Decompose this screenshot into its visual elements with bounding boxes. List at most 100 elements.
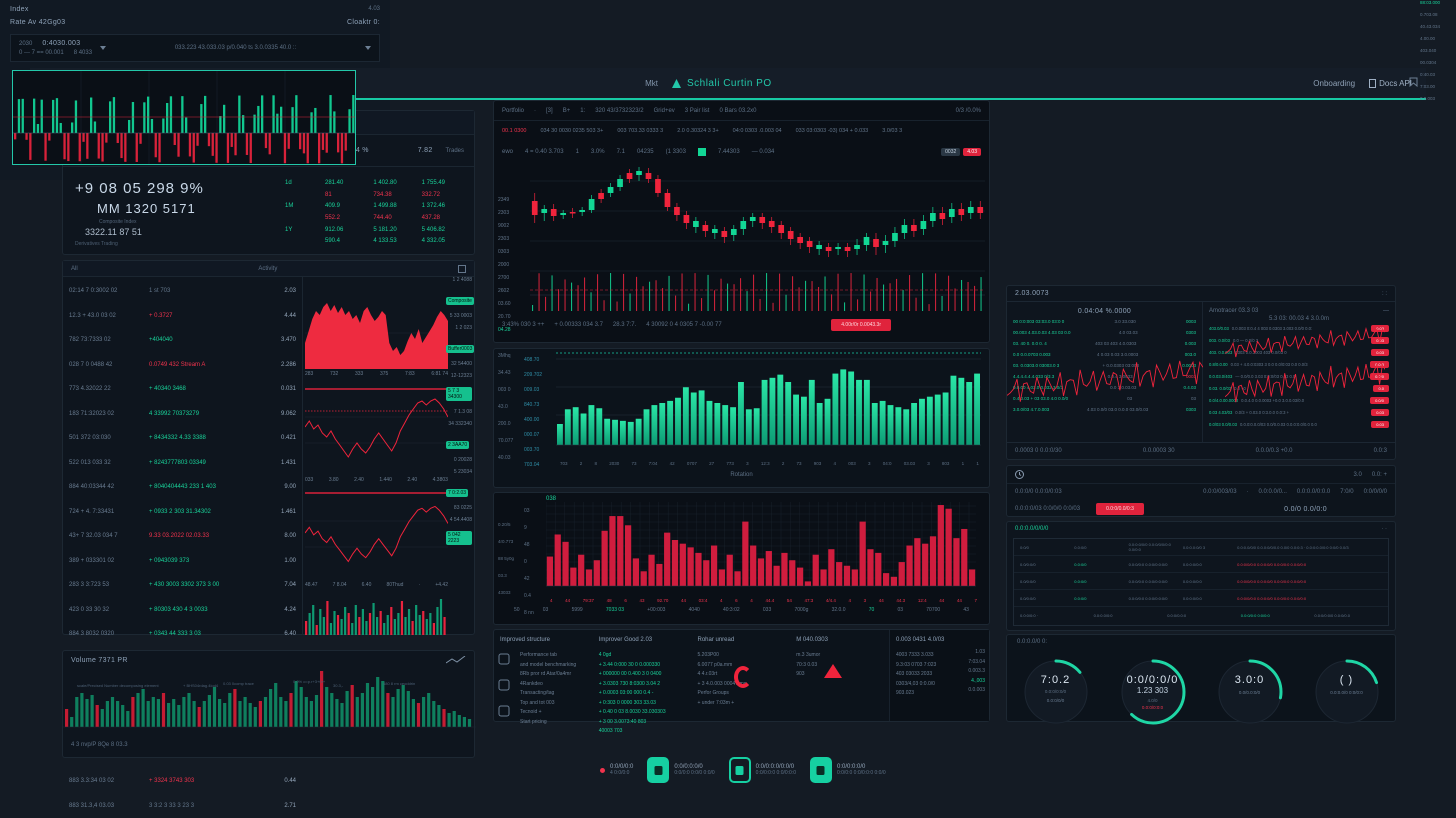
indicator-8[interactable]: — 0.034 — [752, 149, 775, 155]
candle-tool-5[interactable]: 320 43/3732323/2 — [595, 108, 643, 114]
toolbar-mid-0[interactable]: 0.0:0/003/03 — [1203, 489, 1236, 495]
indicator-7[interactable]: 7.44303 — [718, 149, 740, 155]
candle-tool-1[interactable]: · — [534, 108, 536, 114]
market-label[interactable]: Mkt — [645, 79, 658, 88]
candle-tool-8[interactable]: 0 Bars 03.2x0 — [719, 108, 756, 114]
candle-tool-6[interactable]: Grid+ev — [654, 108, 675, 114]
clock-icon[interactable] — [1015, 466, 1024, 484]
toolbar-mid-2[interactable]: 0.0:0.0/0... — [1259, 489, 1287, 495]
docs-link[interactable]: Docs API — [1369, 79, 1412, 88]
indicator-0[interactable]: ewo — [502, 149, 513, 155]
bookmark-icon[interactable] — [1409, 77, 1418, 89]
candle-plot[interactable] — [530, 163, 983, 313]
onboarding-link[interactable]: Onboarding — [1313, 79, 1355, 88]
gauge-value: 7:0.2 — [1020, 674, 1092, 686]
red-bars-chart[interactable] — [546, 502, 976, 594]
toolbar-mid-3[interactable]: 0.0:0.0/0:0.0 — [1297, 489, 1330, 495]
candle-action-button[interactable]: 4.00r/0r 0.0043.3r — [831, 319, 891, 331]
chevron-down-icon-2[interactable] — [365, 46, 371, 50]
phone-icon[interactable] — [647, 757, 669, 783]
table-filter-badge[interactable]: All — [71, 266, 78, 272]
expand-icon[interactable] — [458, 260, 466, 278]
indicator-4[interactable]: 7.1 — [617, 149, 625, 155]
indicator-5[interactable]: 04235 — [637, 149, 654, 155]
order-toolbar-panel: 3.0 0.0: + 0.0:0/0 0.0:0/0:03 0.0:0/003/… — [1006, 465, 1396, 517]
row-pill[interactable]: 0.0/0 — [1370, 397, 1389, 404]
shield-icon[interactable] — [810, 757, 832, 783]
hist-y-label: 0.0.003 — [1420, 96, 1452, 101]
row-pill[interactable]: 0.03 — [1371, 349, 1389, 356]
indicator-6[interactable]: (1 3303 — [666, 149, 686, 155]
mini-bar-chart[interactable] — [305, 595, 448, 635]
toolbar-r1-a[interactable]: 3.0 — [1353, 472, 1361, 478]
chevron-down-icon[interactable] — [100, 46, 106, 50]
submit-order-button[interactable]: 0.0:0/0.0/0:3 — [1096, 503, 1144, 515]
mini-area-chart[interactable] — [305, 281, 448, 369]
order-table-corner[interactable]: · · — [1381, 526, 1387, 532]
row-pill[interactable]: 0.0 — [1373, 385, 1389, 392]
candle-y-label: 2700 — [498, 275, 530, 281]
row-time: 183 71:32023 02 — [69, 411, 143, 417]
badge-red[interactable]: 4.03 — [963, 148, 981, 156]
toolbar-r1-b[interactable]: 0.0: + — [1372, 472, 1387, 478]
candle-tool-0[interactable]: Portfolio — [502, 108, 524, 114]
toolbar-right[interactable]: 0:0/0/0/0 — [1364, 489, 1387, 495]
index-histogram-chart[interactable] — [12, 70, 356, 165]
row-a: 03. 0.0303.0 03003.0 3 — [1013, 363, 1059, 368]
mini-line-chart-2[interactable] — [305, 491, 448, 579]
row-pill[interactable]: 0.03 — [1371, 325, 1389, 332]
foot-2: 0.0:0/0.0:0 — [1167, 613, 1235, 618]
badge-gray[interactable]: 0032 — [941, 148, 960, 156]
metric-c: 332.72 — [422, 192, 462, 198]
row-pill[interactable]: 0.03 — [1371, 337, 1389, 344]
dual-line-corner[interactable]: : : — [1382, 291, 1387, 297]
index-sub-right[interactable]: Cloaktr 0: — [347, 19, 380, 26]
gauge-3[interactable]: ( )0.0:0.0/0 0:0/0:0 — [1311, 656, 1383, 728]
green-volume-bars[interactable] — [556, 349, 981, 453]
indicator-1[interactable]: 4 = 0.40 3.703 — [525, 149, 564, 155]
index-selector-row[interactable]: 2030 0:4030.003 0 --- 7 == 00.001 8 4033… — [10, 34, 380, 62]
mini-line-chart-1[interactable] — [305, 387, 448, 475]
row-pill[interactable]: 0.03 — [1371, 421, 1389, 428]
toolbar-mid-4[interactable]: 7:0/0 — [1340, 489, 1353, 495]
indicator-3[interactable]: 3.0% — [591, 149, 605, 155]
candle-tool-7[interactable]: 3 Pair list — [685, 108, 710, 114]
row-time: 773 4.32022 22 — [69, 386, 143, 392]
row-pill[interactable]: 0.03 — [1371, 409, 1389, 416]
candle-tool-4[interactable]: 1: — [580, 108, 585, 114]
candle-tool-3[interactable]: B+ — [563, 108, 571, 114]
row-pill[interactable]: 0.0:3 — [1370, 361, 1389, 368]
volume-history-bars[interactable] — [63, 669, 476, 735]
candle-tool-2[interactable]: [3] — [546, 108, 553, 114]
row-pill[interactable]: 0.0/0 — [1370, 373, 1389, 380]
indicator-2[interactable]: 1 — [576, 149, 579, 155]
chart-icon[interactable] — [729, 757, 751, 783]
